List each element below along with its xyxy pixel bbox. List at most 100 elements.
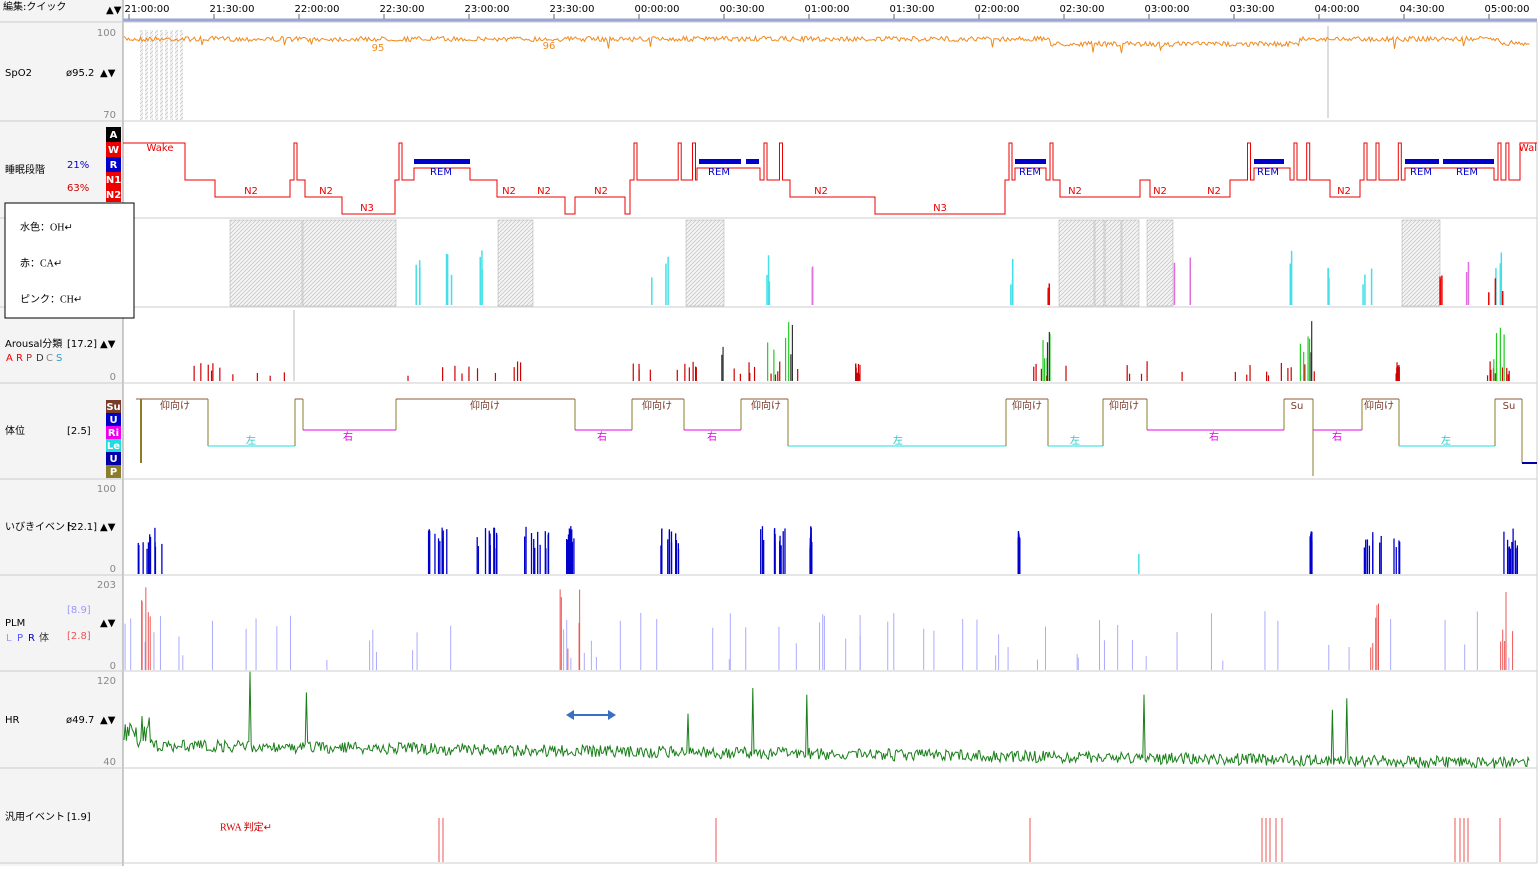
label: ø49.7 (66, 715, 94, 726)
label: 70 (103, 110, 116, 121)
position-key (106, 452, 121, 465)
label: 左 (1070, 434, 1080, 447)
label: 仰向け (642, 399, 672, 412)
label: N2 (502, 186, 516, 197)
label: 仰向け (1109, 399, 1139, 412)
label: A (110, 130, 118, 141)
label: 0 (110, 372, 116, 383)
label: N3 (933, 203, 947, 214)
label: REM (1410, 167, 1432, 178)
label: PLM (5, 618, 25, 629)
time-label: 00:00:00 (635, 4, 680, 15)
label: 63% (67, 183, 89, 194)
label: REM (430, 167, 452, 178)
rem-bar (699, 159, 741, 164)
label: Le (107, 441, 120, 452)
label: R (28, 633, 35, 644)
time-label: 02:30:00 (1060, 4, 1105, 15)
stage-key (106, 157, 121, 172)
time-label: 03:30:00 (1230, 4, 1275, 15)
time-label: 01:00:00 (805, 4, 850, 15)
label: Arousal分類 (5, 338, 62, 350)
label: P (17, 633, 23, 644)
label: 右 (707, 430, 717, 443)
stage-key (106, 127, 121, 142)
time-label: 02:00:00 (975, 4, 1020, 15)
rem-bar (1443, 159, 1494, 164)
time-label: 22:30:00 (380, 4, 425, 15)
label: 右 (1332, 430, 1342, 443)
label: N2 (1207, 186, 1221, 197)
label: 100 (97, 484, 116, 495)
rem-bar (1015, 159, 1046, 164)
label: 左 (246, 434, 256, 447)
time-label: 01:30:00 (890, 4, 935, 15)
label: N2 (1153, 186, 1167, 197)
label: N2 (319, 186, 333, 197)
label: 左 (1441, 434, 1451, 447)
label: [22.1] (67, 522, 97, 533)
label: N1 (106, 175, 121, 186)
label: REM (1257, 167, 1279, 178)
rem-bar (746, 159, 759, 164)
label: 95 (372, 43, 385, 54)
artifact-stripe (165, 30, 168, 120)
label: A (6, 353, 13, 364)
label: RWA 判定↵ (220, 820, 272, 833)
spo2-trace (123, 34, 1530, 54)
label: SpO2 (5, 68, 32, 79)
artifact-block (685, 219, 725, 307)
position-key (106, 413, 121, 426)
rem-bar (1254, 159, 1284, 164)
label: REM (708, 167, 730, 178)
time-label: 05:00:00 (1485, 4, 1530, 15)
artifact-stripe (160, 30, 163, 120)
time-label: 23:30:00 (550, 4, 595, 15)
label: Su (1503, 401, 1516, 412)
label: P (26, 353, 32, 364)
label: [8.9] (67, 605, 91, 616)
label: REM (1019, 167, 1041, 178)
stage-key (106, 187, 121, 202)
hypnogram (123, 142, 1537, 215)
artifact-block (1094, 219, 1105, 307)
label: N2 (106, 190, 121, 201)
time-label: 21:30:00 (210, 4, 255, 15)
hr-trace (123, 671, 1530, 769)
label: N2 (1068, 186, 1082, 197)
label: ピンク：CH↵ (20, 293, 82, 305)
label: C (46, 353, 53, 364)
label: Su (1291, 401, 1304, 412)
legend-box (4, 202, 135, 319)
label: ø95.2 (66, 68, 94, 79)
label: W (108, 145, 119, 156)
label: P (110, 467, 117, 478)
label: ▲▼ (100, 715, 116, 726)
label: ▲▼ (100, 618, 116, 629)
label: Wake (147, 143, 174, 154)
artifact-block (497, 219, 534, 307)
label: 120 (97, 676, 116, 687)
label: 仰向け (751, 399, 781, 412)
label: 水色：OH↵ (20, 220, 73, 233)
label: 96 (543, 41, 556, 52)
label: 仰向け (1012, 399, 1042, 412)
artifact-block (1104, 219, 1122, 307)
label: 0 (110, 564, 116, 575)
position-key (106, 426, 121, 439)
label: [1.9] (67, 812, 91, 823)
artifact-block (1121, 219, 1140, 307)
artifact-stripe (180, 30, 183, 120)
label: いびきイベント (5, 521, 75, 533)
artifact-stripe (140, 30, 143, 120)
artifact-block (1146, 219, 1174, 307)
label: [2.8] (67, 631, 91, 642)
label: 汎用イベント (5, 810, 65, 823)
label: ▲▼ (100, 522, 116, 533)
label: 仰向け (160, 399, 190, 412)
label: U (109, 454, 117, 465)
label: 40 (103, 757, 116, 768)
label: 赤：CA↵ (20, 257, 62, 269)
time-label: 04:00:00 (1315, 4, 1360, 15)
